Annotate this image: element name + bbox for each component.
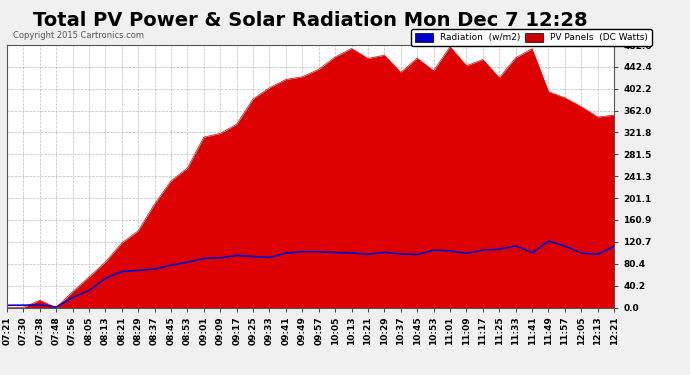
Text: Total PV Power & Solar Radiation Mon Dec 7 12:28: Total PV Power & Solar Radiation Mon Dec… [33, 11, 588, 30]
Legend: Radiation  (w/m2), PV Panels  (DC Watts): Radiation (w/m2), PV Panels (DC Watts) [411, 29, 651, 46]
Text: Copyright 2015 Cartronics.com: Copyright 2015 Cartronics.com [13, 31, 144, 40]
